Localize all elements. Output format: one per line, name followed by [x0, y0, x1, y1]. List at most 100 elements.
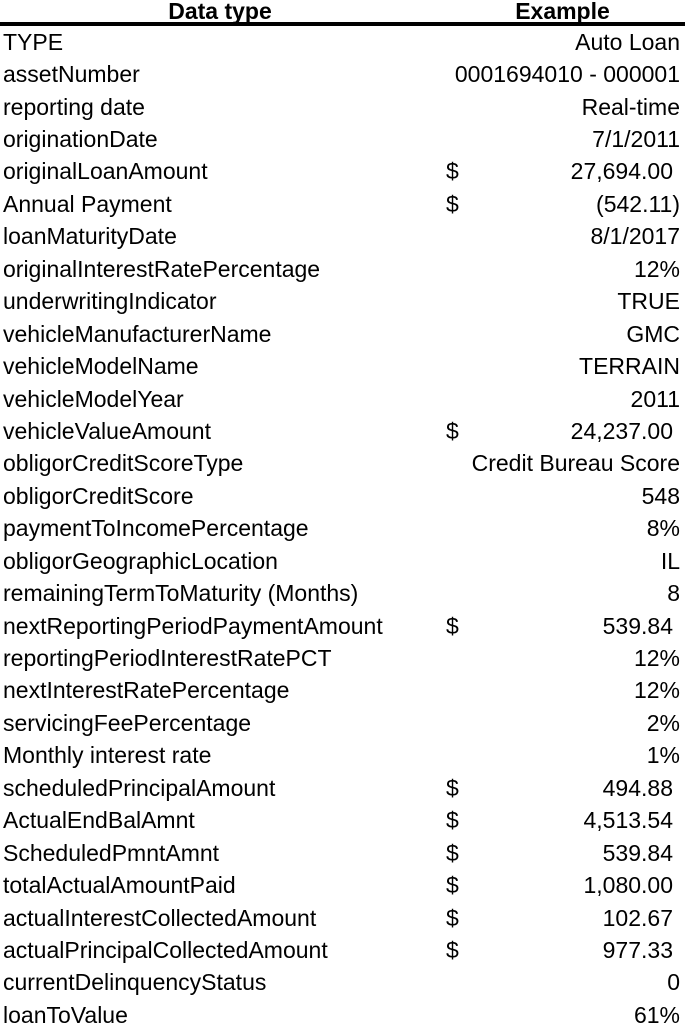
field-value: $102.67	[440, 902, 685, 934]
field-value: 0001694010 - 000001	[440, 58, 685, 90]
table-row: actualInterestCollectedAmount $102.67	[0, 902, 685, 934]
field-value: 2%	[440, 707, 685, 739]
table-row: vehicleManufacturerName GMC	[0, 318, 685, 350]
field-name: reporting date	[3, 93, 145, 120]
table-row: Annual Payment $ (542.11)	[0, 188, 685, 220]
table-row: scheduledPrincipalAmount $494.88	[0, 772, 685, 804]
field-name: actualPrincipalCollectedAmount	[3, 936, 328, 963]
field-value: $27,694.00	[440, 156, 685, 188]
value-text: 12%	[633, 645, 680, 672]
value-text: 2011	[630, 385, 680, 412]
table-row: obligorGeographicLocation IL	[0, 545, 685, 577]
value-text: 7/1/2011	[592, 126, 680, 153]
field-name: actualInterestCollectedAmount	[3, 904, 317, 931]
value-text: 12%	[633, 255, 680, 282]
field-value: $539.84	[440, 610, 685, 642]
field-value: 548	[440, 480, 685, 512]
field-value: $4,513.54	[440, 805, 685, 837]
field-name: obligorCreditScore	[3, 482, 194, 509]
field-name: loanToValue	[3, 1001, 128, 1028]
field-name: originalInterestRatePercentage	[3, 255, 321, 282]
value-text: Real-time	[581, 93, 680, 120]
currency-symbol: $	[446, 872, 459, 899]
value-text: 27,694.00	[570, 158, 673, 185]
value-text: 1%	[646, 742, 680, 769]
currency-symbol: $	[446, 774, 459, 801]
table-row: ScheduledPmntAmnt $539.84	[0, 837, 685, 869]
field-value: $1,080.00	[440, 869, 685, 901]
table-row: obligorCreditScore 548	[0, 480, 685, 512]
field-value: $24,237.00	[440, 415, 685, 447]
field-value: 8%	[440, 513, 685, 545]
table-header: Data type Example	[0, 0, 685, 26]
currency-symbol: $	[446, 612, 459, 639]
currency-symbol: $	[446, 417, 459, 444]
table-row: originalInterestRatePercentage 12%	[0, 253, 685, 285]
field-name: remainingTermToMaturity (Months)	[3, 580, 359, 607]
table-row: TYPE Auto Loan	[0, 24, 685, 58]
currency-symbol: $	[446, 936, 459, 963]
table-row: Monthly interest rate 1%	[0, 740, 685, 772]
field-name: loanMaturityDate	[3, 223, 177, 250]
field-name: assetNumber	[3, 61, 140, 88]
field-name: totalActualAmountPaid	[3, 872, 236, 899]
field-value: 8	[440, 577, 685, 609]
value-text: GMC	[626, 320, 680, 347]
field-value: TRUE	[440, 286, 685, 318]
field-value: $ (542.11)	[440, 188, 685, 220]
table-row: paymentToIncomePercentage 8%	[0, 513, 685, 545]
value-text: 8	[667, 580, 680, 607]
table-row: assetNumber 0001694010 - 000001	[0, 58, 685, 90]
table-row: currentDelinquencyStatus 0	[0, 967, 685, 999]
field-name: paymentToIncomePercentage	[3, 515, 309, 542]
table-row: totalActualAmountPaid $1,080.00	[0, 869, 685, 901]
field-name: Monthly interest rate	[3, 742, 212, 769]
value-text: 0001694010 - 000001	[454, 61, 680, 88]
value-text: 539.84	[602, 612, 673, 639]
field-value: 12%	[440, 675, 685, 707]
field-name: scheduledPrincipalAmount	[3, 774, 276, 801]
field-name: vehicleValueAmount	[3, 417, 211, 444]
table-row: remainingTermToMaturity (Months) 8	[0, 577, 685, 609]
field-value: 1%	[440, 740, 685, 772]
field-value: 12%	[440, 642, 685, 674]
field-value: 12%	[440, 253, 685, 285]
field-value: 7/1/2011	[440, 123, 685, 155]
value-text: 4,513.54	[583, 807, 673, 834]
field-name: originalLoanAmount	[3, 158, 208, 185]
field-value: IL	[440, 545, 685, 577]
table-body: TYPE Auto Loan assetNumber 0001694010 - 000…	[0, 24, 685, 1032]
field-name: vehicleModelYear	[3, 385, 184, 412]
value-text: 8%	[646, 515, 680, 542]
value-text: 548	[641, 482, 680, 509]
table-row: loanMaturityDate 8/1/2017	[0, 221, 685, 253]
table-row: originalLoanAmount $27,694.00	[0, 156, 685, 188]
field-name: nextReportingPeriodPaymentAmount	[3, 612, 383, 639]
value-text: 539.84	[602, 839, 673, 866]
table-row: underwritingIndicator TRUE	[0, 286, 685, 318]
field-name: originationDate	[3, 126, 158, 153]
value-text: 24,237.00	[570, 417, 673, 444]
currency-symbol: $	[446, 158, 459, 185]
table-row: loanToValue 61%	[0, 999, 685, 1031]
value-text: 494.88	[602, 774, 673, 801]
value-text: 102.67	[602, 904, 673, 931]
field-name: TYPE	[3, 28, 64, 55]
value-text: Auto Loan	[575, 28, 680, 55]
value-text: 1,080.00	[583, 872, 673, 899]
field-name: obligorGeographicLocation	[3, 547, 278, 574]
header-row: Data type Example	[0, 0, 685, 26]
table-row: actualPrincipalCollectedAmount $977.33	[0, 934, 685, 966]
field-name: servicingFeePercentage	[3, 709, 252, 736]
currency-symbol: $	[446, 807, 459, 834]
field-value: 8/1/2017	[440, 221, 685, 253]
field-name: ScheduledPmntAmnt	[3, 839, 220, 866]
field-name: Annual Payment	[3, 190, 172, 217]
table-row: originationDate 7/1/2011	[0, 123, 685, 155]
column-header-data-type: Data type	[0, 0, 440, 26]
field-value: GMC	[440, 318, 685, 350]
field-value: $539.84	[440, 837, 685, 869]
value-text: TERRAIN	[579, 353, 680, 380]
table-row: reportingPeriodInterestRatePCT 12%	[0, 642, 685, 674]
